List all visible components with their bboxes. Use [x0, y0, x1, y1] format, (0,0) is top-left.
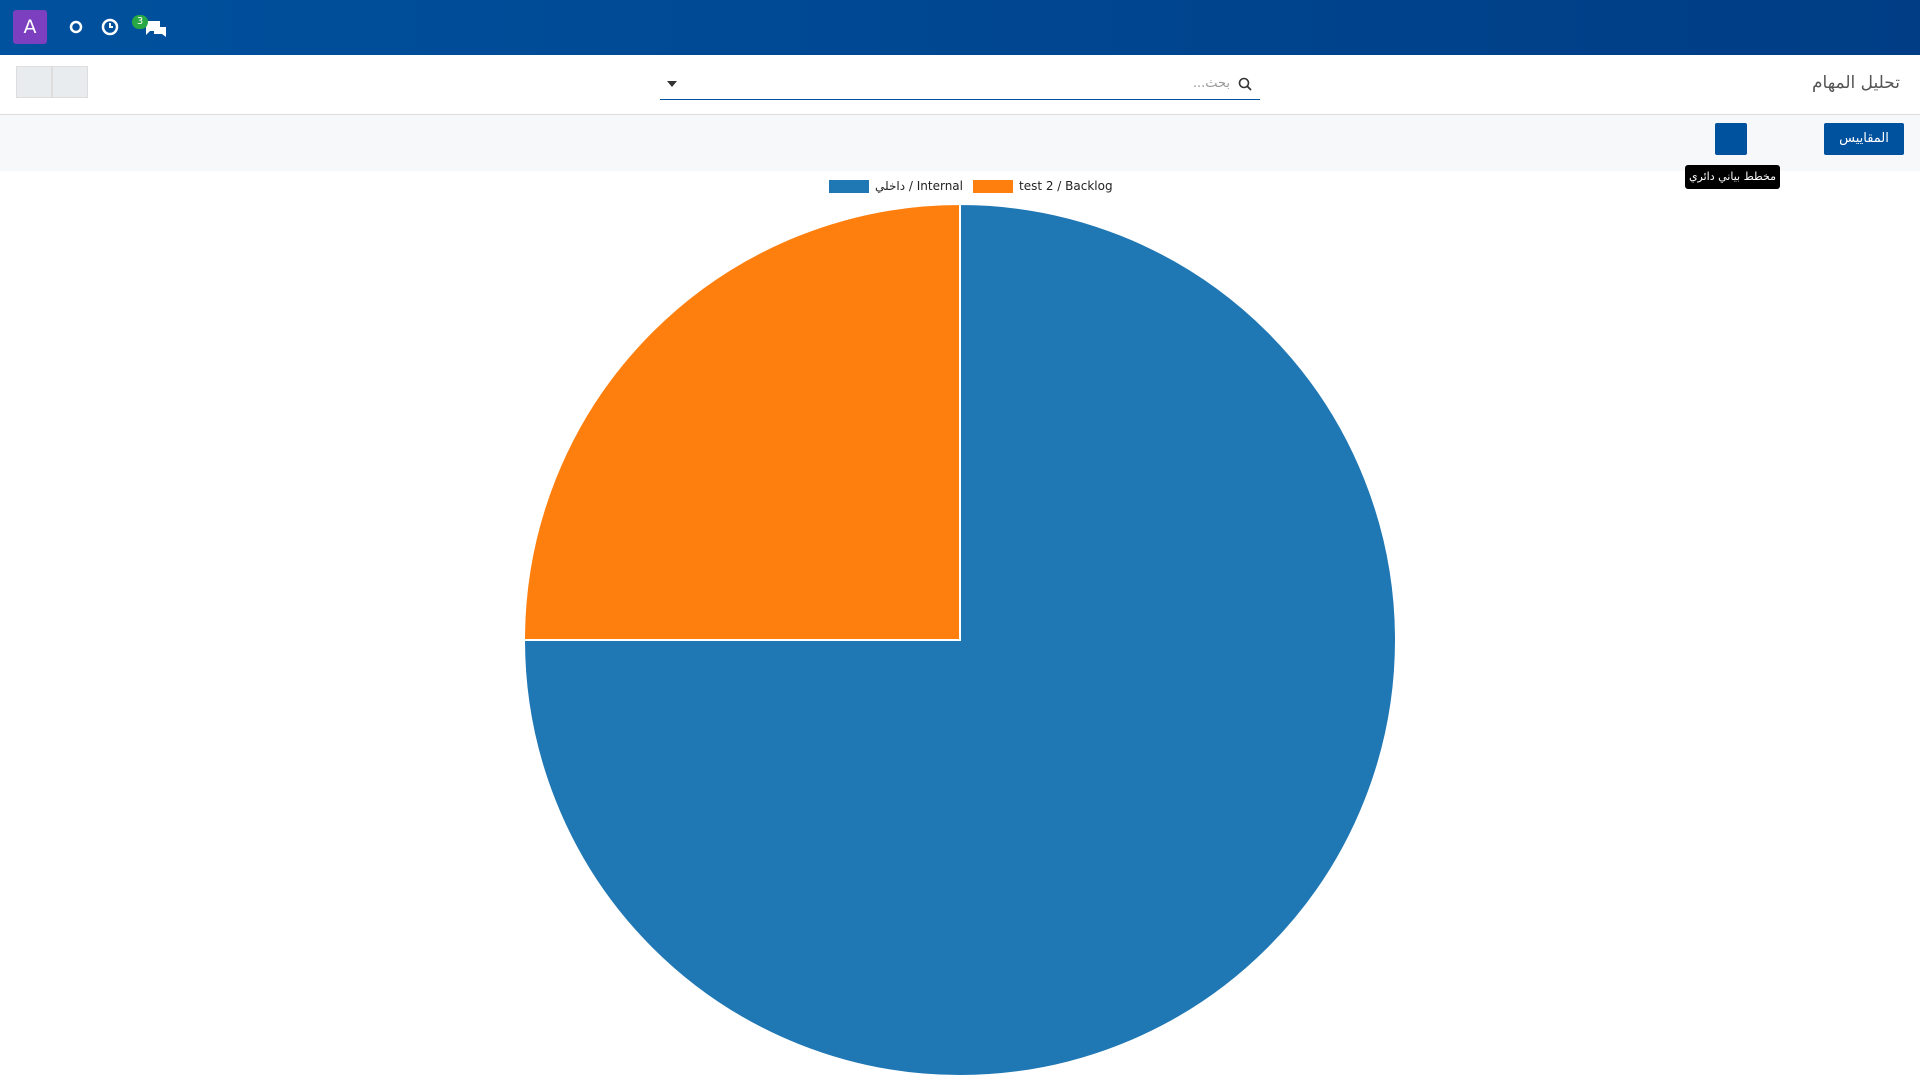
- dropdown-icon[interactable]: [666, 79, 678, 89]
- navbar: A 3: [0, 0, 1920, 55]
- graph-view-button[interactable]: [52, 66, 88, 98]
- nav-icons[interactable]: [68, 17, 178, 39]
- search-icon: [1238, 77, 1252, 91]
- line-chart-button[interactable]: [1750, 123, 1782, 155]
- legend-label: داخلي / Internal: [875, 179, 963, 193]
- page-title: تحليل المهام: [1811, 73, 1900, 93]
- badge: 3: [132, 15, 148, 29]
- measures-button[interactable]: المقاييس: [1824, 123, 1904, 155]
- pie-slice: [522, 202, 1397, 1077]
- legend-label: test 2 / Backlog: [1019, 179, 1113, 193]
- pie-slice: [522, 202, 961, 641]
- tooltip: مخطط بياني دائري: [1685, 165, 1780, 189]
- avatar[interactable]: A: [13, 10, 47, 44]
- legend-swatch: [829, 180, 869, 193]
- bar-chart-button[interactable]: [1786, 123, 1818, 155]
- pie-chart-button[interactable]: [1715, 123, 1747, 155]
- toolbar: المقاييس: [0, 115, 1920, 171]
- search-box[interactable]: بحث...: [660, 69, 1260, 100]
- chart: داخلي / Internal test 2 / Backlog: [522, 179, 1397, 1077]
- control-panel: تحليل المهام بحث...: [0, 55, 1920, 115]
- search-placeholder: بحث...: [1192, 76, 1230, 91]
- legend-swatch: [973, 180, 1013, 193]
- list-view-button[interactable]: [16, 66, 52, 98]
